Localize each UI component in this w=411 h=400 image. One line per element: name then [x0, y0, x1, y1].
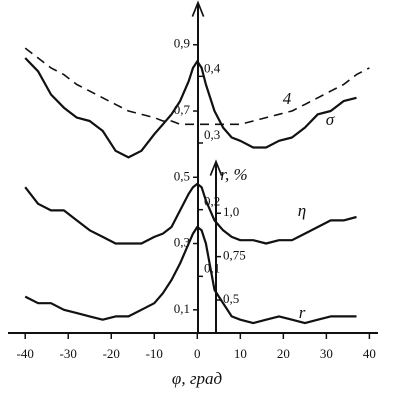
y2-tick-label: 0,4 [204, 60, 221, 75]
x-tick-label: -10 [146, 346, 163, 361]
x-tick-label: -20 [103, 346, 120, 361]
series-line [24, 57, 357, 159]
y-tick-label: 0,3 [174, 235, 190, 250]
x-tick-label: 30 [320, 346, 333, 361]
series-line [24, 225, 357, 325]
x-tick-label: -30 [60, 346, 77, 361]
y2-tick-label: 0,3 [204, 127, 220, 142]
y3-tick-label: 0,5 [223, 291, 239, 306]
y-tick-label: 0,5 [174, 168, 190, 183]
x-tick-label: 10 [234, 346, 247, 361]
series-line [24, 182, 357, 245]
x-tick-label: 40 [363, 346, 376, 361]
series-label: σ [326, 110, 335, 129]
x-tick-label: -40 [17, 346, 34, 361]
series-label: 4 [283, 89, 292, 108]
y-tick-label: 0,7 [174, 102, 191, 117]
x-tick-label: 20 [277, 346, 290, 361]
x-tick-label: 0 [194, 346, 201, 361]
y-tick-label: 0,9 [174, 36, 190, 51]
y3-tick-label: 0,75 [223, 248, 246, 263]
series-label: r [299, 303, 306, 322]
x-axis-label: φ, град [172, 369, 223, 388]
y-tick-label: 0,1 [174, 301, 190, 316]
y2-tick-label: 0,1 [204, 260, 220, 275]
series-label: η [298, 201, 306, 220]
series-line [24, 47, 370, 126]
y3-tick-label: 1,0 [223, 204, 239, 219]
r-axis-label: r, % [220, 165, 247, 184]
